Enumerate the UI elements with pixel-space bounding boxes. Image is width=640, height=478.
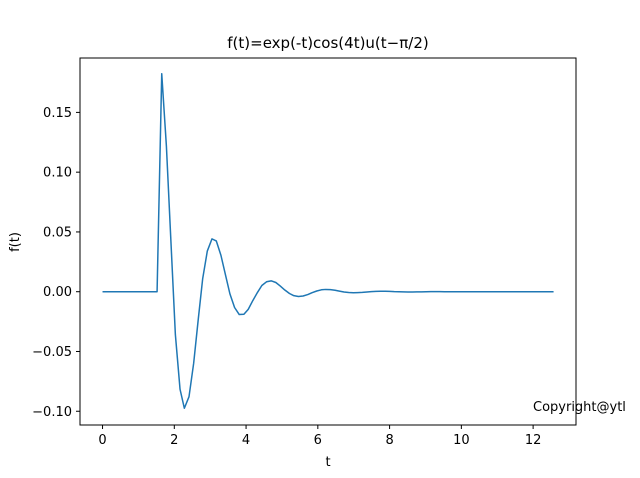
y-tick-label: 0.15 — [43, 106, 72, 121]
x-tick-label: 8 — [385, 433, 393, 448]
x-tick-label: 4 — [242, 433, 250, 448]
x-tick-label: 0 — [98, 433, 106, 448]
x-tick-label: 12 — [525, 433, 542, 448]
x-tick-label: 10 — [453, 433, 470, 448]
axis-ticks: 0 2 4 6 8 10 12 −0.10 −0.05 0.00 0.05 0.10 0.15 — [32, 106, 541, 448]
y-tick-label: 0.00 — [43, 285, 72, 300]
y-tick-label: −0.10 — [32, 405, 72, 420]
series-line-0 — [102, 73, 554, 410]
y-tick-label: −0.05 — [32, 345, 72, 360]
chart-title: f(t)=exp(-t)cos(4t)u(t−π/2) — [227, 34, 428, 52]
y-axis-label: f(t) — [8, 232, 23, 252]
x-axis-label: t — [325, 455, 330, 470]
x-tick-label: 6 — [314, 433, 322, 448]
y-tick-label: 0.05 — [43, 225, 72, 240]
plot-area — [102, 73, 554, 410]
y-tick-label: 0.10 — [43, 166, 72, 181]
x-tick-label: 2 — [170, 433, 178, 448]
copyright-annotation: Copyright@ytl — [533, 400, 626, 415]
axes-frame — [79, 57, 577, 426]
